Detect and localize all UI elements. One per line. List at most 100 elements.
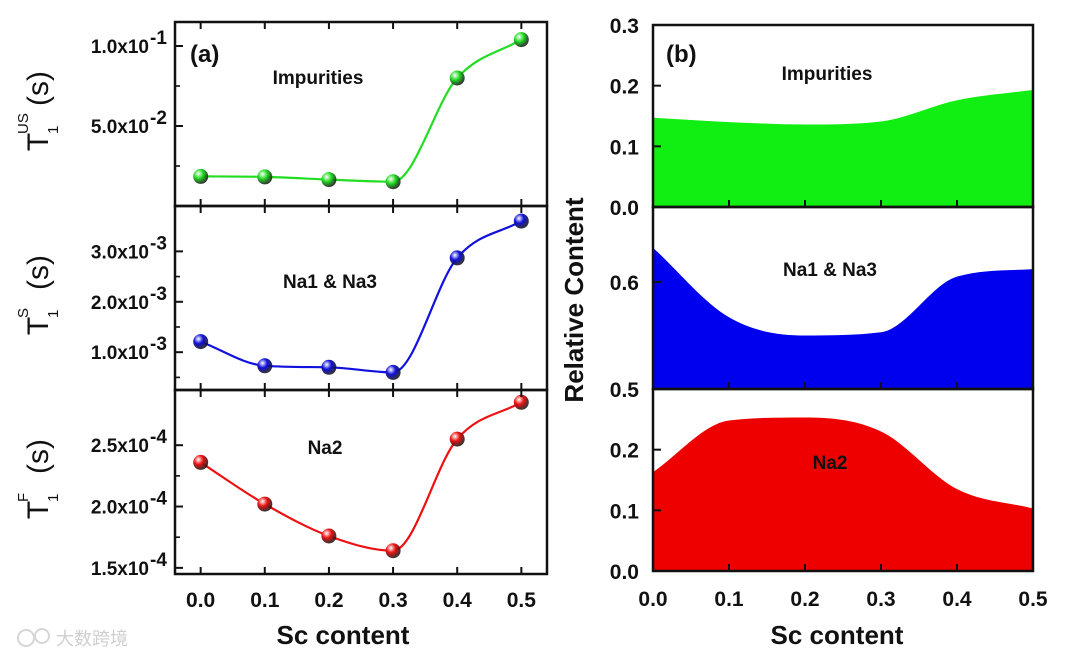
x-tick-label: 0.3 (866, 588, 895, 611)
x-tick-label: 0.1 (250, 589, 280, 612)
y-label-subscript: 1 (45, 126, 62, 134)
y-tick-label: 0.5 (610, 379, 640, 402)
data-point (449, 250, 465, 266)
data-point (193, 334, 209, 350)
y-label-superscript: US (15, 113, 32, 134)
y-label-unit: (s) (22, 255, 55, 290)
y-label-symbol: T (22, 501, 55, 519)
series-label: Na2 (813, 453, 848, 474)
panel-b: 0.0 0.1 0.2 0.3 Impurities 0.5 0.6 Na1 & Na3 0.0… (610, 15, 1048, 611)
series-label: Impurities (273, 68, 364, 89)
data-point (321, 359, 337, 375)
y-label-subscript: 1 (45, 494, 62, 502)
y-tick-exponent: -3 (150, 233, 167, 254)
x-tick-label: 0.2 (790, 588, 819, 611)
watermark-icon-inner (34, 628, 50, 644)
area-fill-1 (653, 247, 1033, 389)
series-label: Na1 & Na3 (283, 272, 377, 293)
x-tick-label: 0.4 (942, 588, 972, 611)
y-axis-label: T1 F (s) (15, 439, 62, 519)
y-tick-label: 1.5x10 (91, 559, 149, 580)
x-tick-label: 0.4 (443, 589, 473, 612)
y-tick-exponent: -4 (150, 489, 167, 510)
y-tick-label: 1.0x10 (91, 37, 149, 58)
y-tick-label: 0.0 (610, 561, 639, 584)
panel-b-ylabel: Relative Content (559, 197, 589, 402)
data-point (321, 172, 337, 188)
data-point (449, 431, 465, 447)
data-point (321, 528, 337, 544)
y-tick-exponent: -4 (150, 427, 167, 448)
subplot-b-3: 0.0 0.1 0.2 Na2 (610, 387, 1035, 584)
series-label: Impurities (782, 64, 873, 85)
x-tick-label: 0.3 (378, 589, 407, 612)
y-tick-label: 3.0x10 (91, 242, 149, 263)
data-point (193, 168, 209, 184)
y-label-symbol: T (22, 317, 55, 335)
subplot-b-2: 0.5 0.6 Na1 & Na3 (610, 205, 1035, 402)
y-tick-label: 1.0x10 (91, 343, 149, 364)
y-label-symbol: T (22, 133, 55, 151)
data-point (513, 394, 529, 410)
data-point (513, 32, 529, 48)
fit-curve-0 (200, 38, 522, 183)
plot-frame (651, 387, 1035, 573)
x-tick-label: 0.0 (638, 588, 667, 611)
data-point (385, 543, 401, 559)
panel-b-label: (b) (666, 41, 697, 68)
y-label-unit: (s) (22, 71, 55, 106)
subplot-a-1: 5.0x10 -2 1.0x10 -1 Impurities T1 US (s) (15, 20, 549, 208)
y-tick-label: 0.2 (610, 440, 639, 463)
area-fill-0 (653, 89, 1033, 207)
y-axis-label: T1 S (s) (15, 255, 62, 335)
y-tick-label: 0.3 (610, 15, 639, 38)
y-axis-label: T1 US (s) (15, 71, 62, 151)
fit-curve-1 (200, 220, 522, 374)
x-tick-label: 0.5 (507, 589, 537, 612)
y-tick-exponent: -3 (150, 334, 167, 355)
y-tick-exponent: -2 (150, 108, 167, 129)
y-tick-label: 0.6 (610, 272, 639, 295)
y-tick-label: 0.1 (610, 500, 640, 523)
y-tick-exponent: -3 (150, 284, 167, 305)
watermark-icon (17, 629, 35, 647)
data-point (193, 454, 209, 470)
panel-b-xlabel: Sc content (771, 620, 904, 650)
x-tick-label: 0.1 (714, 588, 744, 611)
data-point (257, 358, 273, 374)
watermark-text: 大数跨境 (56, 629, 128, 649)
watermark: 大数跨境 (17, 628, 128, 649)
y-label-subscript: 1 (45, 310, 62, 318)
area-fill-2 (653, 417, 1033, 571)
y-label-superscript: F (15, 493, 32, 502)
panel-a-label: (a) (190, 41, 219, 68)
y-label-unit: (s) (22, 439, 55, 474)
y-tick-label: 2.5x10 (91, 436, 149, 457)
plot-frame (173, 388, 549, 576)
panel-a-xlabel: Sc content (277, 620, 410, 650)
data-point (449, 70, 465, 86)
panel-a: 5.0x10 -21.0x10 -1ImpuritiesT1US(s)1.0x10-… (15, 20, 549, 612)
y-label-superscript: S (15, 308, 32, 318)
x-tick-label: 0.2 (314, 589, 343, 612)
data-point (385, 364, 401, 380)
fit-curve-2 (200, 401, 522, 552)
series-label: Na2 (308, 438, 343, 459)
y-tick-label: 0.1 (610, 136, 640, 159)
y-tick-label: 2.0x10 (91, 293, 149, 314)
plot-frame (173, 20, 549, 208)
data-point (257, 169, 273, 185)
x-tick-label: 0.5 (1018, 588, 1048, 611)
y-tick-label: 2.0x10 (91, 498, 149, 519)
y-tick-label: 5.0x10 (91, 117, 149, 138)
y-tick-exponent: -1 (150, 28, 167, 49)
y-tick-label: 0.0 (610, 197, 639, 220)
data-point (257, 496, 273, 512)
data-point (513, 213, 529, 229)
y-tick-label: 0.2 (610, 76, 639, 99)
series-label: Na1 & Na3 (783, 260, 877, 281)
y-tick-exponent: -4 (150, 550, 167, 571)
